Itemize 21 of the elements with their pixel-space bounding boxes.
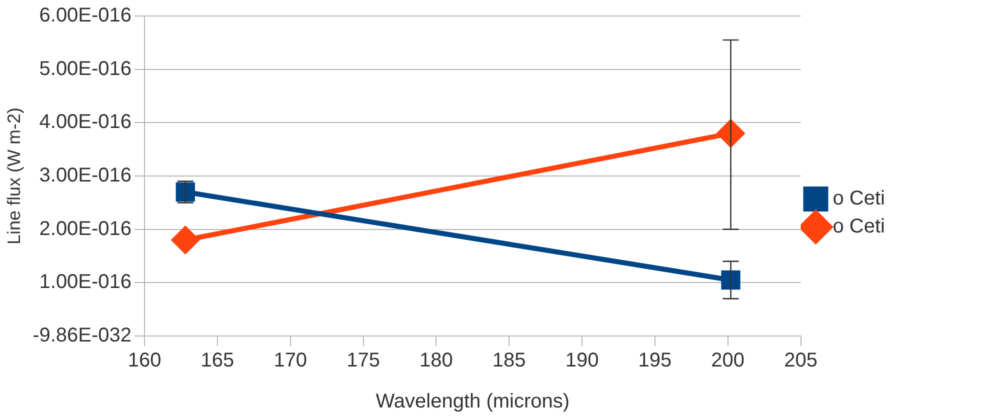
- x-tick-label: 205: [784, 350, 818, 372]
- x-tick-label: 200: [711, 350, 745, 372]
- x-axis-title: Wavelength (microns): [376, 390, 570, 413]
- y-tick-label: 1.00E-016: [39, 271, 132, 294]
- y-axis-title: Line flux (W m-2): [4, 107, 24, 245]
- y-tick-label: 5.00E-016: [39, 58, 132, 80]
- x-tick-label: 165: [200, 350, 234, 372]
- x-tick-label: 160: [128, 350, 162, 372]
- x-tick-label: 195: [638, 350, 672, 372]
- y-tick-label: 2.00E-016: [39, 218, 132, 240]
- x-tick-label: 180: [420, 350, 453, 372]
- y-tick-label: -9.86E-032: [32, 324, 132, 347]
- y-tick-label: 6.00E-016: [39, 4, 132, 27]
- x-tick-label: 190: [565, 350, 599, 372]
- legend-label: o Ceti: [832, 216, 886, 238]
- x-tick-label: 175: [346, 350, 380, 372]
- y-tick-label: 3.00E-016: [39, 164, 132, 187]
- x-tick-label: 185: [492, 350, 526, 372]
- legend-label: o Ceti: [832, 188, 886, 210]
- y-tick-label: 4.00E-016: [39, 111, 132, 134]
- x-tick-label: 170: [274, 350, 308, 372]
